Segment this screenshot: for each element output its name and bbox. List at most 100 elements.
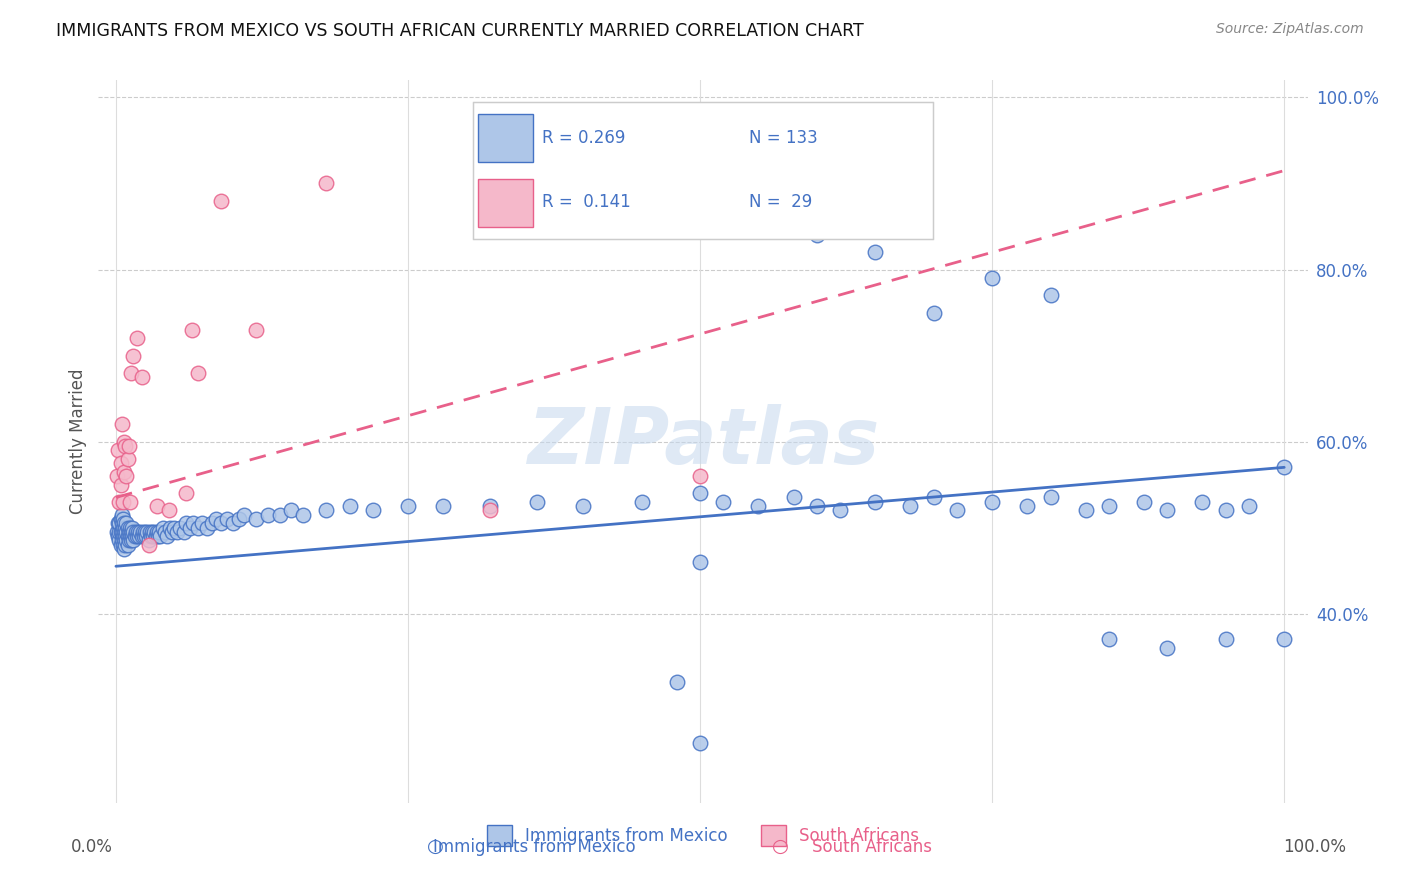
Point bbox=[1074, 503, 1097, 517]
Point bbox=[146, 529, 169, 543]
Point bbox=[174, 516, 197, 531]
Point bbox=[121, 520, 143, 534]
Point bbox=[107, 529, 129, 543]
Point bbox=[115, 524, 138, 539]
Point bbox=[111, 524, 134, 539]
Point bbox=[111, 417, 134, 432]
Point bbox=[112, 516, 135, 531]
Point bbox=[159, 520, 181, 534]
Text: ○: ○ bbox=[427, 837, 444, 855]
Point bbox=[122, 524, 145, 539]
Point bbox=[291, 508, 314, 522]
Point bbox=[112, 524, 135, 539]
Point bbox=[1039, 491, 1062, 505]
Point bbox=[131, 370, 153, 384]
Point bbox=[315, 177, 337, 191]
Point bbox=[396, 499, 419, 513]
Point bbox=[1215, 503, 1237, 517]
Point bbox=[138, 533, 160, 548]
Point bbox=[315, 503, 337, 517]
Point bbox=[110, 477, 132, 491]
Point bbox=[1272, 460, 1295, 475]
Point bbox=[115, 533, 138, 548]
Point bbox=[782, 491, 804, 505]
Text: 100.0%: 100.0% bbox=[1284, 838, 1346, 855]
Point bbox=[195, 520, 218, 534]
Point bbox=[138, 538, 160, 552]
Point bbox=[201, 516, 224, 531]
Point bbox=[157, 503, 180, 517]
Point bbox=[865, 494, 887, 508]
Point bbox=[689, 469, 711, 483]
Point bbox=[361, 503, 384, 517]
Point bbox=[131, 529, 153, 543]
Point bbox=[121, 529, 143, 543]
Point bbox=[665, 675, 688, 690]
Point bbox=[215, 512, 238, 526]
Point bbox=[478, 503, 501, 517]
Point bbox=[1098, 499, 1121, 513]
Point bbox=[111, 529, 134, 543]
Point bbox=[114, 520, 136, 534]
Point bbox=[747, 219, 769, 234]
Point bbox=[209, 194, 232, 208]
Point bbox=[117, 538, 139, 552]
Point bbox=[120, 366, 142, 380]
Point bbox=[124, 529, 146, 543]
Point bbox=[107, 516, 129, 531]
Point bbox=[136, 524, 159, 539]
Point bbox=[134, 524, 156, 539]
Point bbox=[689, 486, 711, 500]
Point bbox=[108, 494, 131, 508]
Point bbox=[898, 499, 921, 513]
Point bbox=[112, 465, 135, 479]
Point bbox=[114, 439, 136, 453]
Point bbox=[1272, 632, 1295, 647]
Point bbox=[129, 524, 152, 539]
Point bbox=[922, 305, 945, 319]
Point bbox=[191, 516, 214, 531]
Point bbox=[187, 366, 209, 380]
Point bbox=[146, 499, 169, 513]
Point bbox=[135, 529, 157, 543]
Point bbox=[179, 520, 201, 534]
Text: Immigrants from Mexico: Immigrants from Mexico bbox=[433, 838, 636, 855]
Point bbox=[122, 533, 145, 548]
Point bbox=[110, 456, 132, 470]
Point bbox=[981, 271, 1004, 285]
Point bbox=[153, 524, 176, 539]
Point bbox=[1191, 494, 1213, 508]
Point bbox=[125, 524, 148, 539]
Point bbox=[1017, 499, 1039, 513]
Point bbox=[689, 735, 711, 749]
Point bbox=[110, 538, 132, 552]
Point bbox=[1237, 499, 1260, 513]
Point bbox=[110, 524, 132, 539]
Point bbox=[245, 512, 267, 526]
Point bbox=[173, 524, 195, 539]
Point bbox=[806, 228, 828, 243]
Point bbox=[118, 439, 141, 453]
Y-axis label: Currently Married: Currently Married bbox=[69, 368, 87, 515]
Point bbox=[233, 508, 256, 522]
Point bbox=[115, 469, 138, 483]
Point bbox=[143, 524, 166, 539]
Point bbox=[1133, 494, 1156, 508]
Point bbox=[115, 516, 138, 531]
Point bbox=[139, 529, 162, 543]
Point bbox=[830, 503, 852, 517]
Point bbox=[111, 512, 134, 526]
Point bbox=[432, 499, 454, 513]
Point bbox=[118, 524, 141, 539]
Point bbox=[145, 529, 167, 543]
Point bbox=[806, 499, 828, 513]
Point bbox=[148, 524, 170, 539]
Point bbox=[228, 512, 250, 526]
Point bbox=[108, 516, 131, 531]
Point bbox=[747, 499, 769, 513]
Point bbox=[122, 349, 145, 363]
Point bbox=[269, 508, 291, 522]
Point bbox=[132, 524, 155, 539]
Point bbox=[105, 524, 128, 539]
Point bbox=[222, 516, 245, 531]
